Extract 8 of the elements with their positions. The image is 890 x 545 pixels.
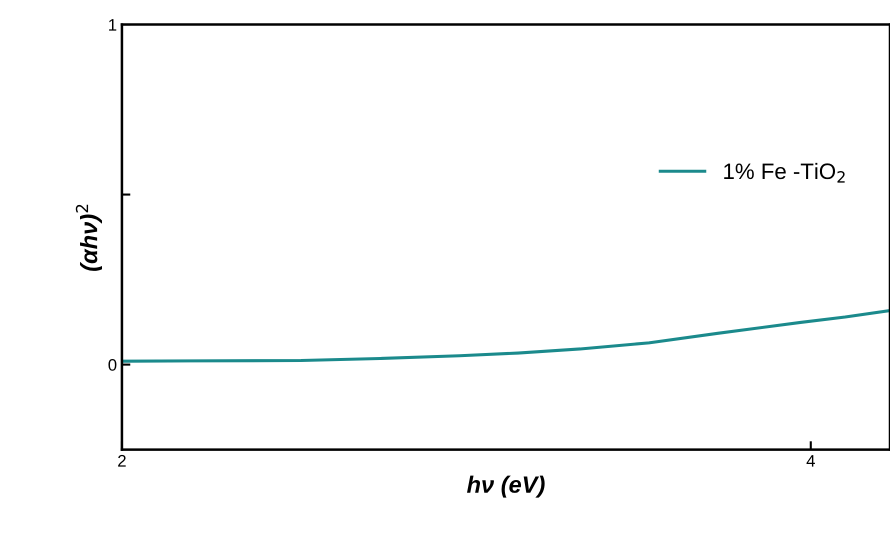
line-series xyxy=(122,309,890,363)
x-tick-label: 2 xyxy=(118,454,126,467)
y-axis-title: (αhν)$^{2}$ xyxy=(76,204,102,271)
legend-label: 1% Fe -TiO$_{2}$ xyxy=(724,162,845,183)
x-tick-label: 4 xyxy=(806,455,815,467)
y-tick-label: 1 xyxy=(109,19,116,31)
y-tick-label: 0 xyxy=(108,359,116,371)
x-axis-title: hν (eV) xyxy=(467,476,545,498)
